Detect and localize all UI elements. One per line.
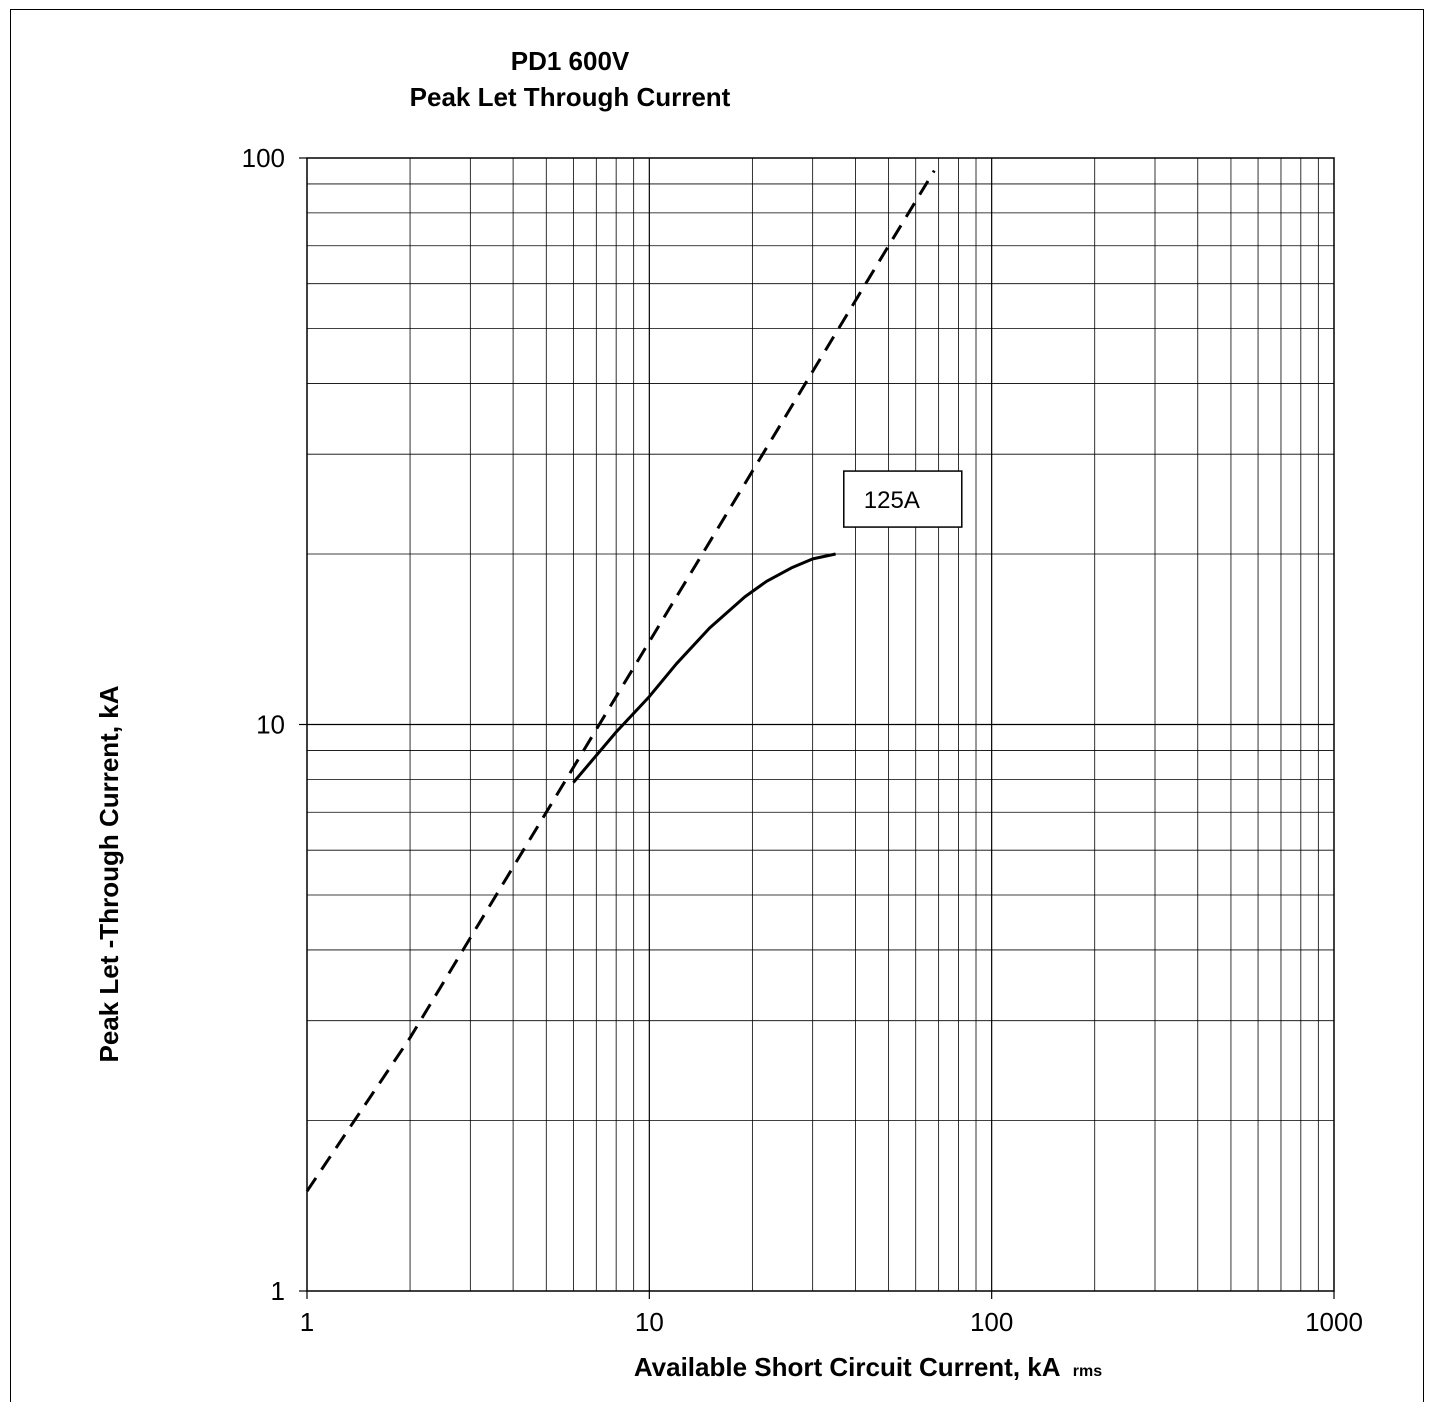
x-tick-label: 1000 — [1305, 1307, 1363, 1337]
x-tick-label: 1 — [300, 1307, 314, 1337]
x-axis-label-main: Available Short Circuit Current, kA — [634, 1352, 1061, 1382]
chart-title: PD1 600V — [511, 46, 630, 76]
chart-frame — [10, 9, 1424, 1402]
grid — [307, 158, 1334, 1291]
series-line-dashed — [305, 169, 936, 1193]
x-axis-label-suffix: rms — [1073, 1363, 1102, 1380]
ticks: 1 10 100 1000 1 10 100 — [242, 143, 1363, 1337]
x-axis-label: Available Short Circuit Current, kA rms — [634, 1352, 1102, 1382]
chart-subtitle: Peak Let Through Current — [410, 82, 731, 112]
x-tick-label: 10 — [635, 1307, 664, 1337]
y-tick-label: 1 — [271, 1276, 285, 1306]
annotations: 125A — [843, 470, 963, 528]
series-line-125a — [572, 552, 836, 784]
y-tick-label: 10 — [256, 710, 285, 740]
annotation-box — [843, 470, 963, 528]
x-tick-label: 100 — [970, 1307, 1013, 1337]
series — [305, 169, 936, 1193]
y-axis-label: Peak Let -Through Current, kA — [94, 685, 124, 1062]
annotation-label: 125A — [864, 487, 920, 514]
y-tick-label: 100 — [242, 143, 285, 173]
